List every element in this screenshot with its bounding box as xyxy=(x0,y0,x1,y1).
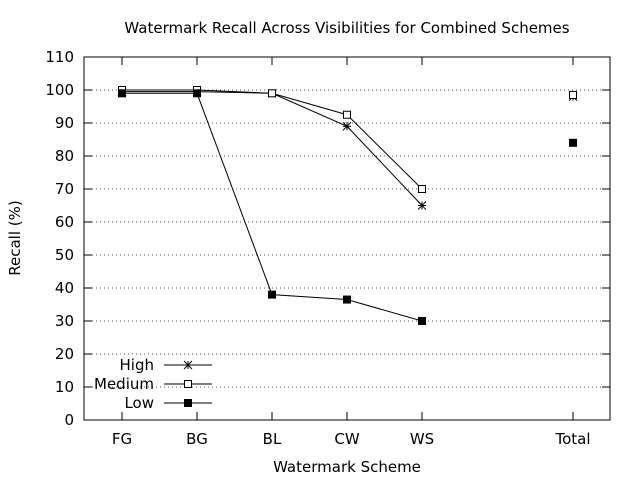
y-tick-label: 80 xyxy=(55,147,74,165)
open-square-marker xyxy=(569,90,577,99)
open-square-marker xyxy=(268,89,276,98)
axes: 0 10 20 30 40 50 60 70 80 90 100 110 FG BG BL CW WS Total xyxy=(45,48,610,448)
series-layer xyxy=(117,86,578,325)
open-square-marker xyxy=(343,110,351,119)
y-tick-label: 60 xyxy=(55,213,74,231)
y-tick-label: 0 xyxy=(64,411,74,429)
legend-label: Low xyxy=(124,394,154,412)
chart-title: Watermark Recall Across Visibilities for… xyxy=(124,19,569,37)
asterisk-marker xyxy=(342,121,352,131)
series-line xyxy=(122,91,423,206)
grid-lines xyxy=(84,89,610,388)
y-axis-label: Recall (%) xyxy=(6,200,24,275)
y-tick-label: 100 xyxy=(45,81,74,99)
y-tick-label: 10 xyxy=(55,378,74,396)
y-tick-label: 70 xyxy=(55,180,74,198)
series-line xyxy=(122,92,423,322)
y-tick-label: 40 xyxy=(55,279,74,297)
y-tick-label: 90 xyxy=(55,114,74,132)
open-square-marker xyxy=(184,380,192,388)
x-axis-label: Watermark Scheme xyxy=(273,458,421,476)
asterisk-marker xyxy=(183,360,193,370)
series-low xyxy=(118,89,577,325)
y-tick-label: 110 xyxy=(45,48,74,66)
series-line xyxy=(122,89,423,190)
filled-square-marker xyxy=(569,138,577,147)
filled-square-marker xyxy=(118,89,126,98)
filled-square-marker xyxy=(343,295,351,304)
series-high xyxy=(117,87,578,210)
x-tick-label: CW xyxy=(334,430,359,448)
y-tick-label: 30 xyxy=(55,312,74,330)
x-tick-label: BG xyxy=(186,430,208,448)
filled-square-marker xyxy=(418,317,426,325)
x-tick-label: WS xyxy=(410,430,434,448)
legend-label: Medium xyxy=(94,375,154,393)
series-medium xyxy=(118,86,577,193)
x-tick-label: Total xyxy=(554,430,590,448)
filled-square-marker xyxy=(268,290,276,299)
filled-square-marker xyxy=(193,89,201,98)
y-tick-label: 20 xyxy=(55,345,74,363)
y-tick-label: 50 xyxy=(55,246,74,264)
filled-square-marker xyxy=(184,399,192,407)
legend-label: High xyxy=(120,356,154,374)
asterisk-marker xyxy=(417,201,427,210)
x-tick-label: FG xyxy=(112,430,132,448)
x-tick-label: BL xyxy=(263,430,282,448)
open-square-marker xyxy=(418,185,426,193)
